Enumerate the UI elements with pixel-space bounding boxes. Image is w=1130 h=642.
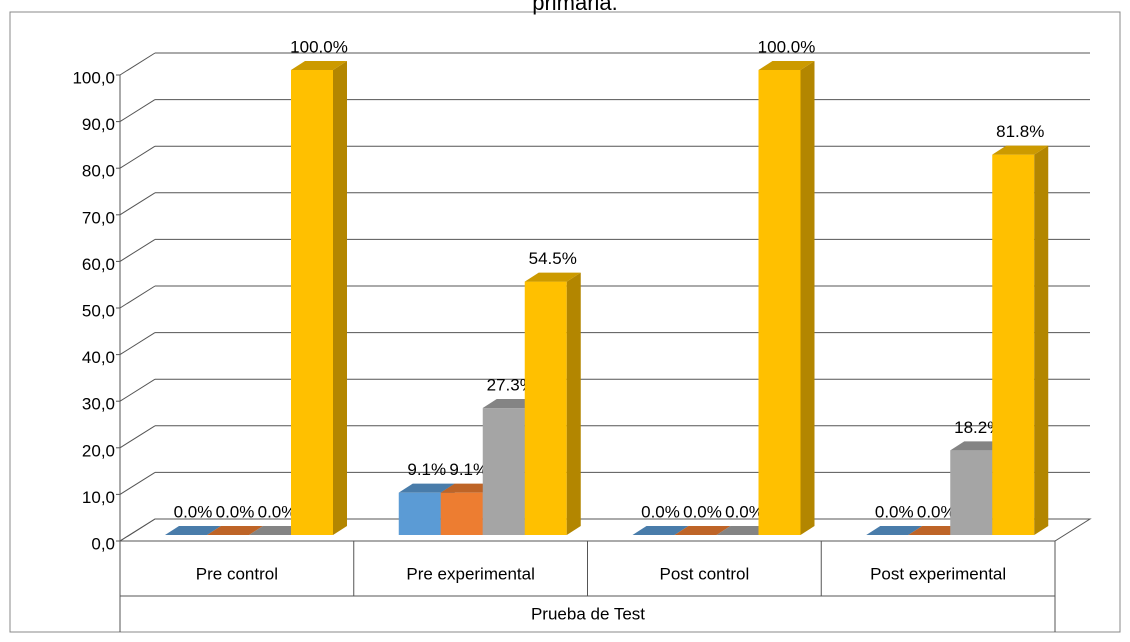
value-label: 0.0% bbox=[216, 502, 255, 521]
y-tick-label: 30,0 bbox=[82, 395, 115, 414]
bar bbox=[632, 526, 689, 535]
value-label: 0.0% bbox=[683, 502, 722, 521]
bar-top bbox=[758, 61, 815, 70]
value-label: 0.0% bbox=[725, 502, 764, 521]
bar-top bbox=[398, 483, 455, 493]
bar-top bbox=[291, 61, 347, 70]
bar-front bbox=[758, 70, 801, 535]
bar bbox=[524, 272, 581, 535]
value-label: 27.3% bbox=[487, 376, 535, 395]
value-label: 81.8% bbox=[996, 122, 1044, 141]
y-tick-label: 50,0 bbox=[82, 301, 115, 320]
bar bbox=[674, 526, 731, 535]
y-tick-label: 100,0 bbox=[72, 68, 115, 87]
value-label: 0.0% bbox=[641, 502, 680, 521]
y-tick-label: 80,0 bbox=[82, 162, 115, 181]
bar-front bbox=[950, 450, 993, 535]
grid-line bbox=[119, 285, 156, 309]
bar bbox=[758, 61, 815, 535]
bar-top bbox=[866, 526, 923, 535]
bar bbox=[992, 145, 1049, 535]
value-label: 0.0% bbox=[258, 502, 297, 521]
bar bbox=[291, 61, 347, 535]
grid-line bbox=[119, 238, 156, 262]
bar bbox=[207, 526, 263, 535]
y-tick-label: 0,0 bbox=[91, 534, 115, 553]
grid-line bbox=[119, 378, 156, 402]
value-label: 100.0% bbox=[290, 37, 348, 56]
grid-line bbox=[119, 99, 156, 123]
bar-front bbox=[440, 492, 483, 535]
y-tick-label: 10,0 bbox=[82, 488, 115, 507]
bar-side bbox=[800, 61, 815, 535]
x-tick-label: Pre experimental bbox=[406, 564, 535, 583]
grid-line bbox=[119, 471, 156, 495]
y-tick-label: 60,0 bbox=[82, 255, 115, 274]
bar-top bbox=[992, 145, 1049, 155]
bar-top bbox=[524, 272, 581, 282]
x-tick-label: Post experimental bbox=[870, 564, 1006, 583]
bar-top bbox=[674, 526, 731, 535]
grid-line bbox=[119, 145, 156, 169]
value-label: 0.0% bbox=[917, 502, 956, 521]
x-axis-label: Prueba de Test bbox=[531, 604, 645, 623]
bar-front bbox=[482, 408, 525, 535]
y-tick-label: 20,0 bbox=[82, 441, 115, 460]
bar-front bbox=[291, 70, 333, 535]
value-label: 100.0% bbox=[758, 37, 816, 56]
bar-front bbox=[524, 281, 567, 535]
value-label: 0.0% bbox=[875, 502, 914, 521]
bar-top bbox=[632, 526, 689, 535]
y-tick-label: 40,0 bbox=[82, 348, 115, 367]
bar-front bbox=[992, 154, 1035, 535]
grid-line bbox=[119, 192, 156, 216]
grid-line bbox=[119, 332, 156, 356]
bar-side bbox=[566, 272, 581, 535]
grid-line bbox=[119, 518, 156, 542]
grid-line bbox=[119, 52, 156, 76]
bar bbox=[866, 526, 923, 535]
x-tick-label: Post control bbox=[659, 564, 749, 583]
bar-front bbox=[398, 492, 441, 535]
bar bbox=[165, 526, 221, 535]
chart-frame bbox=[9, 11, 1121, 633]
value-label: 9.1% bbox=[449, 460, 488, 479]
chart-title: primaria. bbox=[532, 0, 618, 15]
bar-top bbox=[207, 526, 263, 535]
value-label: 18.2% bbox=[954, 418, 1002, 437]
bar-side bbox=[333, 61, 347, 535]
value-label: 0.0% bbox=[174, 502, 213, 521]
x-tick-label: Pre control bbox=[196, 564, 278, 583]
y-tick-label: 90,0 bbox=[82, 115, 115, 134]
value-label: 54.5% bbox=[529, 249, 577, 268]
y-tick-label: 70,0 bbox=[82, 208, 115, 227]
grid-line bbox=[119, 425, 156, 449]
bar-side bbox=[1034, 145, 1049, 535]
bar-top bbox=[165, 526, 221, 535]
value-label: 9.1% bbox=[407, 460, 446, 479]
